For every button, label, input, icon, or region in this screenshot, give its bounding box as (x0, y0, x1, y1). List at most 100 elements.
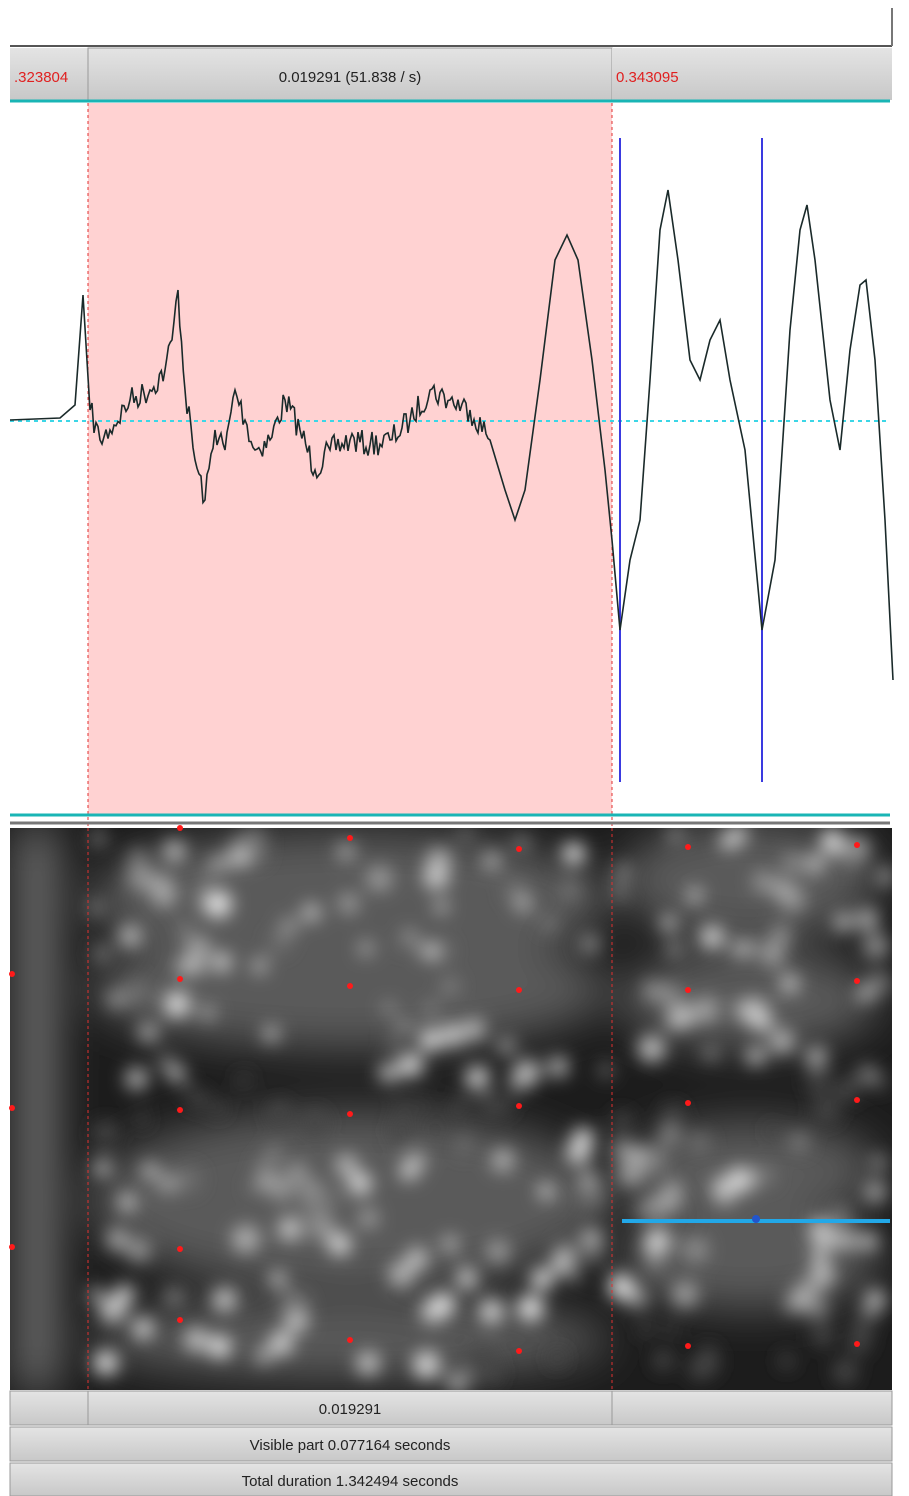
spectrogram-energy (91, 831, 106, 846)
spectrogram-energy (748, 939, 767, 958)
spectrogram-energy (440, 977, 460, 996)
spectrogram-energy (577, 1238, 594, 1256)
spectrogram-energy (168, 1065, 185, 1083)
spectrogram-energy (270, 1272, 286, 1287)
spectrogram-energy (138, 1021, 159, 1043)
spectrogram-energy (92, 1120, 118, 1146)
spectrogram-energy (798, 1275, 822, 1299)
time-cell[interactable] (10, 48, 88, 100)
spectrogram-energy (208, 1335, 231, 1358)
spectrogram-energy (863, 1180, 886, 1203)
spectrogram-energy (302, 1110, 328, 1136)
duration-cell[interactable] (9, 1390, 89, 1426)
spectrogram-energy (446, 1370, 470, 1390)
spectrogram-energy (812, 1251, 827, 1265)
selection-area (88, 103, 612, 815)
spectrogram-energy (9, 1105, 15, 1111)
spectrogram-energy (268, 931, 290, 954)
spectrogram-energy (516, 1348, 522, 1354)
spectrogram-energy (855, 908, 878, 931)
spectrogram-energy (247, 1180, 261, 1194)
waveform (9, 189, 894, 681)
spectrogram-energy (580, 934, 600, 954)
total-duration-bar[interactable] (9, 1462, 893, 1496)
spectrogram-energy (184, 1327, 208, 1352)
spectrogram-energy (465, 1066, 490, 1090)
spectrogram-energy (530, 1267, 554, 1291)
spectrogram-energy (177, 1317, 183, 1323)
spectrogram-energy (255, 1159, 269, 1173)
left-time: .323804 (14, 69, 68, 86)
spectrogram-energy (335, 1154, 358, 1177)
spectrogram-energy (397, 1019, 412, 1033)
spectrogram-energy (315, 1188, 337, 1210)
spectrogram-energy (236, 1073, 252, 1088)
spectrogram-energy (212, 1287, 238, 1313)
spectrogram-energy (851, 1310, 878, 1336)
spectrogram-energy (302, 904, 320, 922)
spectrogram-energy (459, 1266, 473, 1279)
spectrogram-energy (177, 976, 183, 982)
total-duration: Total duration 1.342494 seconds (242, 1473, 459, 1490)
visible-part-bar[interactable] (9, 1426, 893, 1462)
spectrogram-energy (458, 828, 473, 843)
spectrogram-energy (811, 1324, 835, 1347)
spectrogram-energy (106, 1228, 129, 1250)
spectrogram-energy (421, 1299, 445, 1324)
spectrogram-energy (805, 854, 825, 874)
spectrogram-energy (231, 1225, 260, 1253)
spectrogram-energy (406, 1247, 429, 1270)
spectrogram-energy (177, 1246, 183, 1252)
spectrogram-energy (685, 1100, 691, 1106)
spectrogram-energy (548, 1056, 568, 1077)
spectrogram-energy (435, 900, 448, 913)
duration-cell[interactable] (87, 1390, 613, 1426)
spectrogram-energy (857, 988, 871, 1002)
spectrogram-energy (608, 1273, 635, 1300)
spectrogram-energy (162, 840, 186, 863)
spectrogram-energy (179, 922, 193, 936)
spectrogram-energy (823, 838, 840, 855)
spectrogram-energy (442, 1236, 459, 1253)
spectrogram-energy (652, 1349, 674, 1371)
spectrogram-energy (565, 1140, 591, 1166)
spectrogram-energy (175, 1167, 201, 1193)
spectrogram-energy (667, 941, 682, 957)
spectrogram-energy (611, 1111, 633, 1133)
spectrogram-energy (872, 1156, 885, 1169)
time-cell[interactable] (87, 47, 613, 101)
spectrogram-energy (789, 1133, 809, 1152)
spectrogram-energy (398, 1052, 424, 1078)
spectrogram-energy (196, 872, 210, 886)
spectrogram (10, 828, 892, 1390)
spectrogram-energy (780, 974, 800, 994)
spectrogram-energy (426, 848, 451, 874)
spectrogram-energy (424, 1003, 438, 1017)
spectrogram-energy (9, 1244, 15, 1250)
spectrogram-energy (643, 982, 661, 1000)
spectrogram-energy (378, 1062, 399, 1083)
spectrogram-energy (177, 825, 183, 831)
spectrogram-energy (598, 1062, 614, 1078)
spectrogram-energy (158, 1174, 178, 1194)
spectrogram-energy (854, 1341, 860, 1347)
duration-cell[interactable] (611, 1390, 893, 1426)
spectrogram-energy (638, 1321, 654, 1337)
spectrogram-energy (838, 843, 865, 870)
spectrogram-energy (479, 1096, 501, 1118)
right-time: 0.343095 (616, 69, 679, 86)
spectrogram-energy (385, 1033, 400, 1048)
spectrogram-energy (495, 1095, 514, 1114)
spectrogram-energy (612, 883, 628, 899)
spectrogram-energy (90, 1110, 610, 1290)
spectrogram-energy (755, 1165, 776, 1186)
spectrogram-energy (388, 1261, 415, 1288)
spectrogram-energy (806, 1072, 830, 1096)
spectrogram-energy (429, 940, 452, 963)
time-cell[interactable] (612, 48, 892, 100)
spectrogram-energy (348, 1172, 372, 1195)
spectrogram-energy (204, 890, 232, 918)
spectrogram-energy (356, 1351, 380, 1375)
spectrogram-energy (210, 1101, 226, 1117)
spectrogram-energy (507, 1080, 521, 1093)
